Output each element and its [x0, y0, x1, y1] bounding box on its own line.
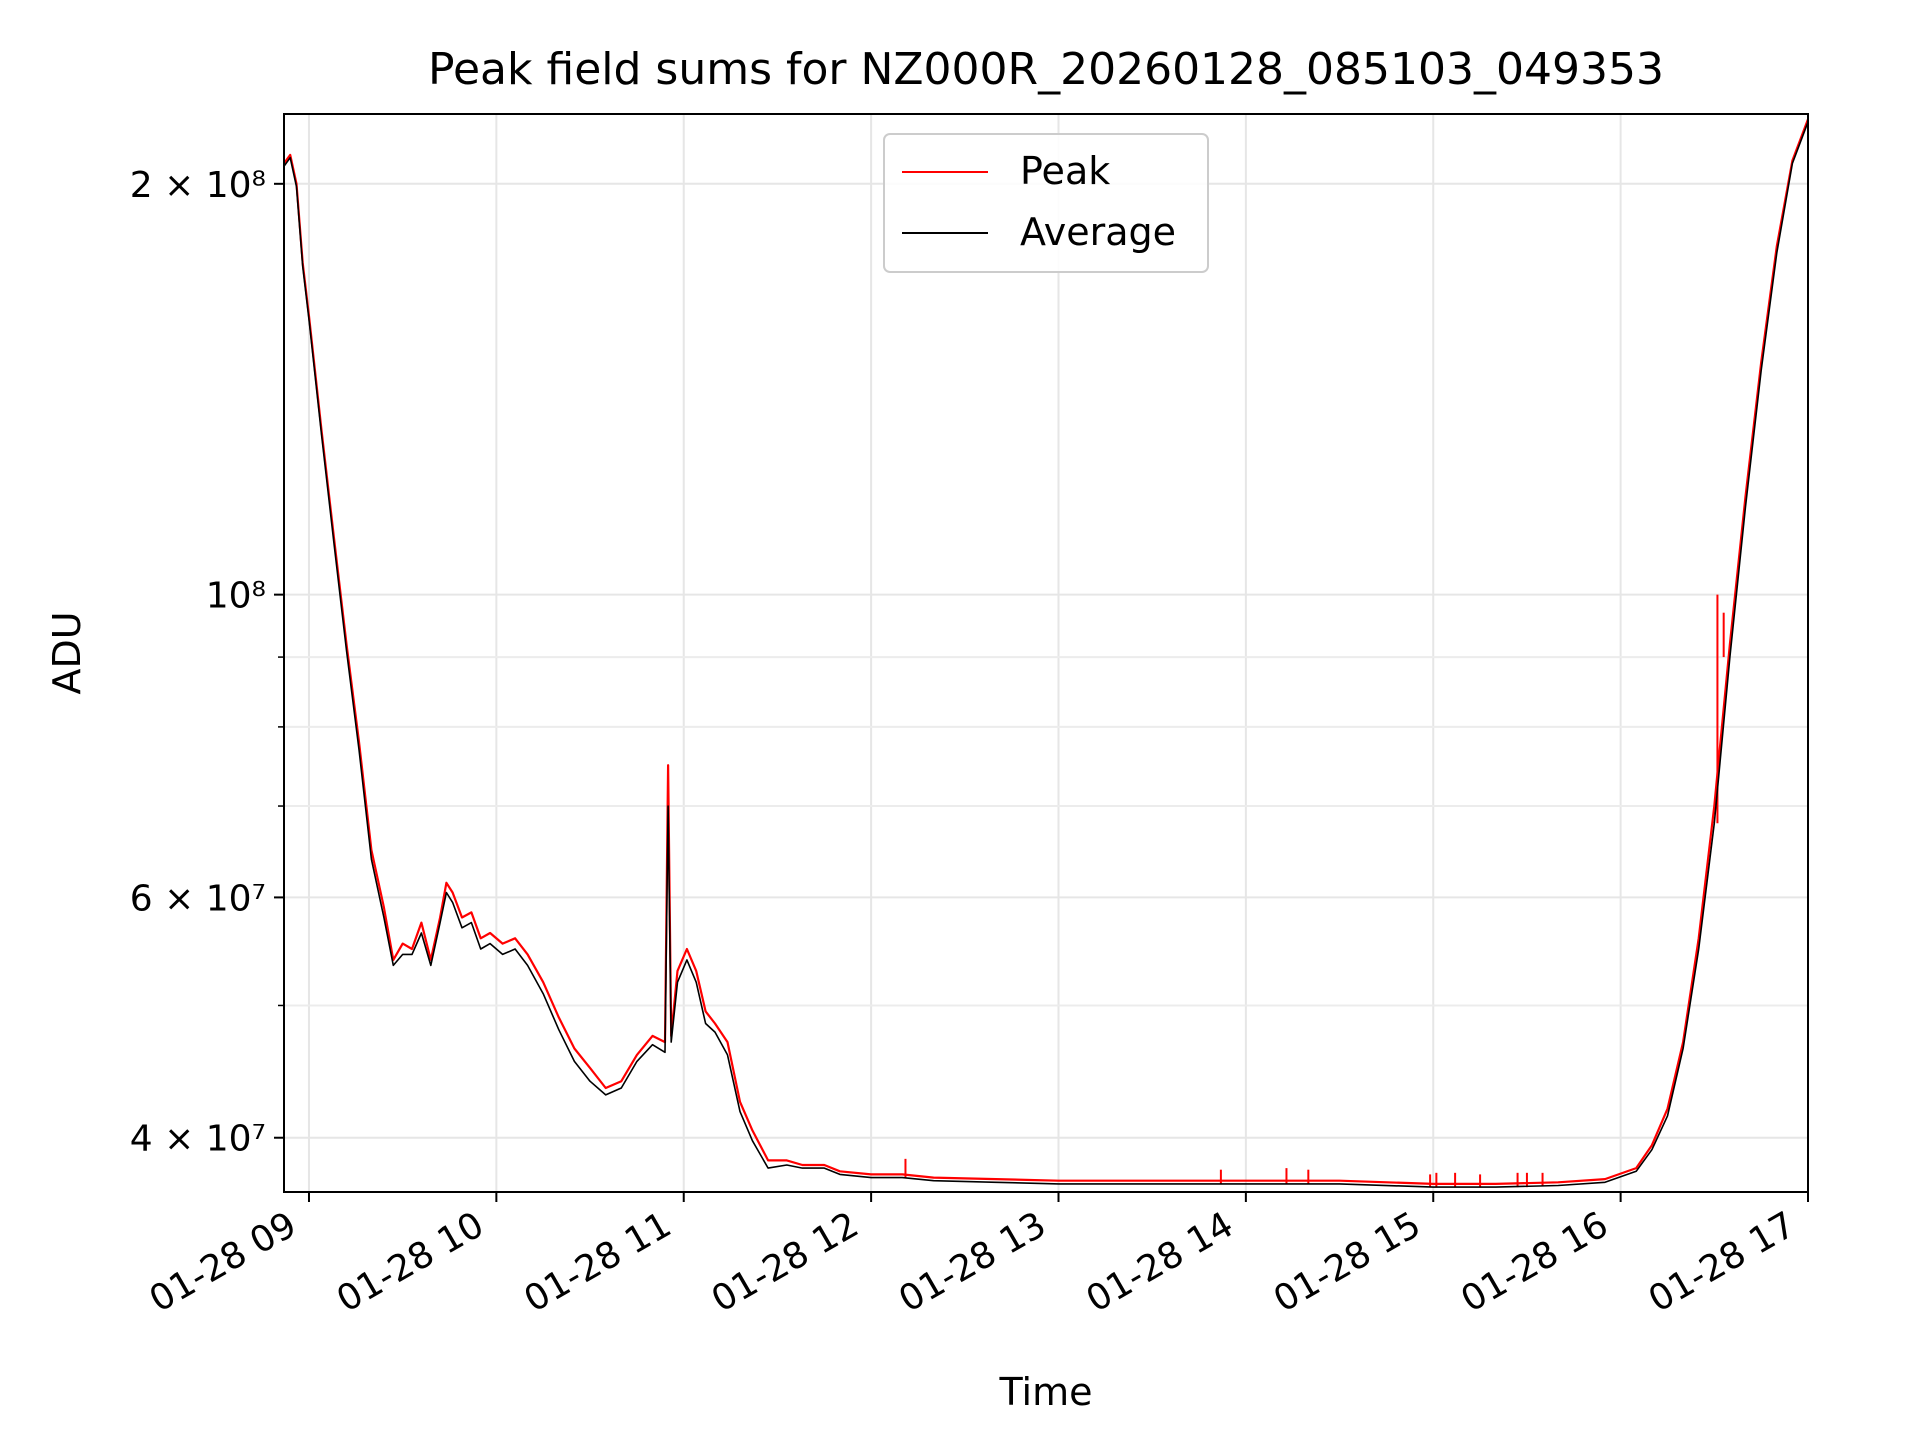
x-axis-label: Time: [999, 1370, 1093, 1414]
y-tick-label: 4 × 10⁷: [130, 1119, 266, 1160]
y-tick-label: 6 × 10⁷: [130, 878, 266, 919]
y-axis: 4 × 10⁷ 6 × 10⁷ 10⁸ 2 × 10⁸: [130, 165, 284, 1160]
plot-frame: [283, 113, 1809, 1193]
legend-label-peak: Peak: [1020, 149, 1110, 193]
legend-label-average: Average: [1020, 210, 1176, 254]
y-tick-label: 2 × 10⁸: [130, 165, 266, 206]
y-tick-label: 10⁸: [206, 576, 266, 617]
plot-series: [283, 118, 1810, 1188]
series-line-average: [283, 121, 1809, 1188]
series-line-peak: [283, 118, 1810, 1185]
legend-box: [883, 133, 1209, 273]
chart-title: Peak field sums for NZ000R_20260128_0851…: [428, 44, 1664, 95]
y-axis-label: ADU: [45, 611, 89, 694]
legend: Peak Average: [883, 133, 1209, 273]
